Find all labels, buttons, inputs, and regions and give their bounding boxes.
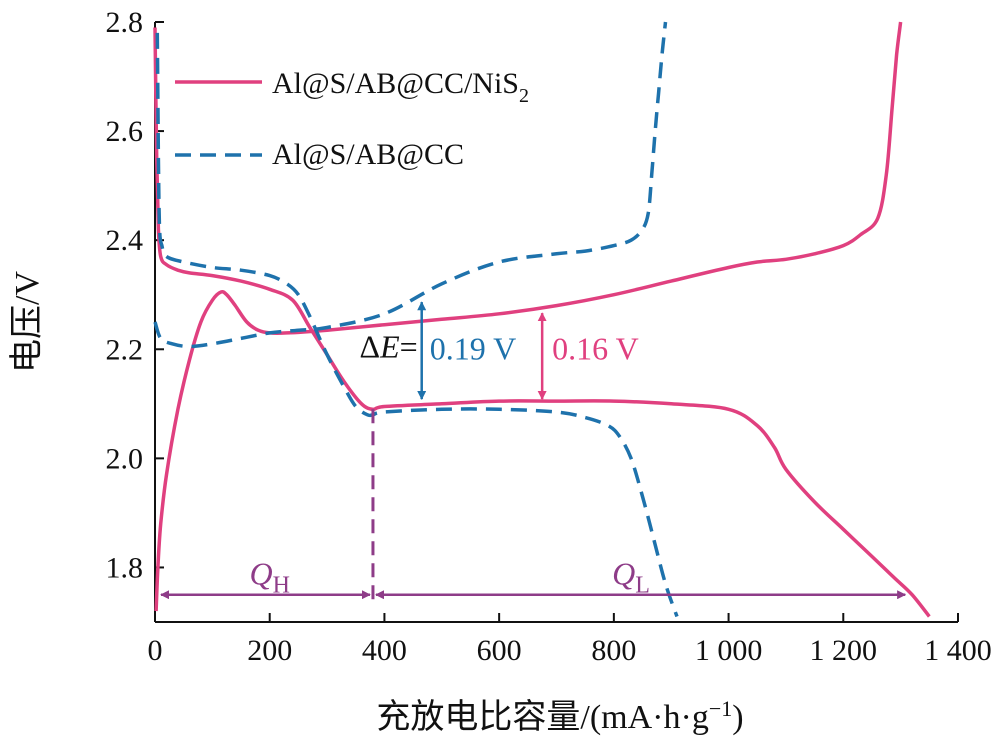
y-tick-label: 2.4 bbox=[106, 224, 144, 257]
series-cc-charge-curve bbox=[153, 21, 668, 349]
y-axis-ticks: 1.8 2.0 2.2 2.4 2.6 2.8 bbox=[106, 6, 164, 584]
gap-label-pink: 0.16 V bbox=[552, 330, 639, 366]
delta-e-label: ΔE= bbox=[360, 328, 418, 364]
x-tick-label: 600 bbox=[477, 634, 522, 667]
x-tick-label: 200 bbox=[247, 634, 292, 667]
legend-label-cc: Al@S/AB@CC bbox=[272, 138, 464, 171]
y-tick-label: 2.8 bbox=[106, 6, 144, 39]
annotation-layer: QH QL ΔE= 0.19 V 0.16 V bbox=[160, 301, 907, 602]
qh-label: QH bbox=[249, 556, 289, 599]
y-tick-label: 2.6 bbox=[106, 115, 144, 148]
y-tick-label: 1.8 bbox=[106, 551, 144, 584]
x-tick-label: 1 000 bbox=[695, 634, 763, 667]
series-cc-discharge-curve bbox=[155, 32, 679, 618]
x-tick-label: 1 200 bbox=[810, 634, 878, 667]
x-tick-label: 1 400 bbox=[924, 634, 992, 667]
x-tick-label: 800 bbox=[591, 634, 636, 667]
legend-label-nis2: Al@S/AB@CC/NiS2 bbox=[272, 67, 529, 107]
y-axis-title: 电压/V bbox=[8, 271, 46, 373]
series-nis2-charge-curve bbox=[154, 21, 903, 612]
series-layer bbox=[153, 21, 931, 618]
gap-label-blue: 0.19 V bbox=[430, 330, 517, 366]
y-tick-label: 2.2 bbox=[106, 333, 144, 366]
x-tick-label: 0 bbox=[148, 634, 163, 667]
x-tick-label: 400 bbox=[362, 634, 407, 667]
x-axis-title: 充放电比容量/(mA·h·g−1) bbox=[376, 696, 743, 736]
y-tick-label: 2.0 bbox=[106, 442, 144, 475]
x-axis-ticks: 0 200 400 600 800 1 000 1 200 1 400 bbox=[148, 613, 992, 667]
legend: Al@S/AB@CC/NiS2 Al@S/AB@CC bbox=[175, 67, 529, 171]
series-nis2-discharge-curve bbox=[153, 27, 931, 618]
ql-label: QL bbox=[612, 556, 650, 599]
